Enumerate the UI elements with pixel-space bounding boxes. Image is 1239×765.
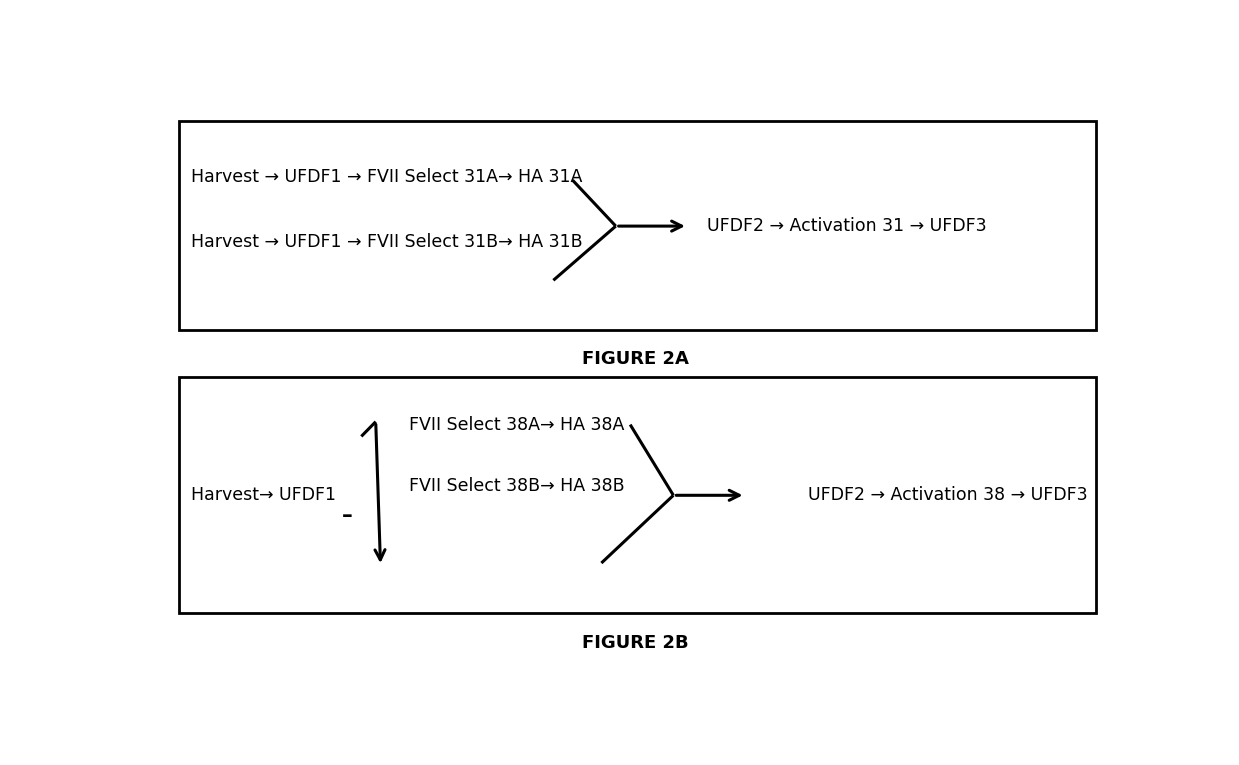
Text: Harvest→ UFDF1: Harvest→ UFDF1 bbox=[191, 487, 336, 504]
FancyBboxPatch shape bbox=[178, 121, 1097, 330]
FancyBboxPatch shape bbox=[178, 377, 1097, 613]
Text: UFDF2 → Activation 31 → UFDF3: UFDF2 → Activation 31 → UFDF3 bbox=[707, 217, 986, 235]
Text: –: – bbox=[342, 506, 352, 526]
Text: FVII Select 38B→ HA 38B: FVII Select 38B→ HA 38B bbox=[409, 477, 624, 496]
Text: UFDF2 → Activation 38 → UFDF3: UFDF2 → Activation 38 → UFDF3 bbox=[808, 487, 1088, 504]
Text: Harvest → UFDF1 → FVII Select 31A→ HA 31A: Harvest → UFDF1 → FVII Select 31A→ HA 31… bbox=[191, 168, 582, 186]
Text: FVII Select 38A→ HA 38A: FVII Select 38A→ HA 38A bbox=[409, 415, 624, 434]
Text: FIGURE 2B: FIGURE 2B bbox=[581, 633, 689, 652]
Text: FIGURE 2A: FIGURE 2A bbox=[581, 350, 689, 368]
Text: Harvest → UFDF1 → FVII Select 31B→ HA 31B: Harvest → UFDF1 → FVII Select 31B→ HA 31… bbox=[191, 233, 584, 251]
